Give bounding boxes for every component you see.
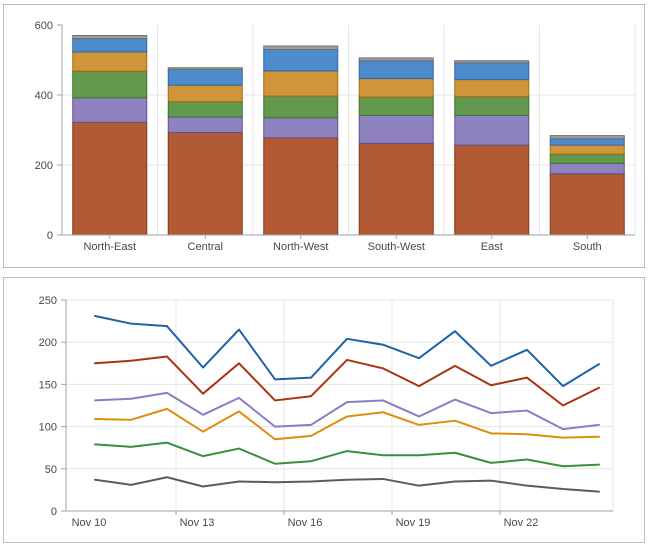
x-tick-label: Nov 10 (72, 517, 107, 529)
y-tick-label: 50 (45, 464, 57, 476)
y-tick-label: 150 (39, 379, 57, 391)
stacked-bar-chart-panel: 0 200 400 600 North-East Central North-West Sou… (3, 4, 645, 268)
y-tick-label: 200 (39, 337, 57, 349)
category-label: South-West (368, 241, 425, 253)
category-label: North-West (273, 241, 328, 253)
bar-segment-green[interactable] (549, 153, 625, 164)
line-chart-panel: 0 50 100 150 200 250 Nov 10 Nov 13 Nov 16 Nov 19 N… (3, 277, 645, 543)
bar-segment-gray[interactable] (454, 60, 530, 64)
bar-segment-purple[interactable] (72, 97, 148, 123)
line-gray[interactable] (94, 476, 600, 493)
y-tick-label: 200 (35, 160, 53, 172)
bar-segment-blue[interactable] (263, 49, 339, 72)
bar-segment-blue[interactable] (358, 60, 434, 80)
bar-segment-gray[interactable] (549, 135, 625, 140)
bar-segment-orange[interactable] (167, 84, 243, 103)
x-tick-label: Nov 22 (504, 517, 539, 529)
category-label: South (573, 241, 602, 253)
y-tick-label: 600 (35, 20, 53, 32)
bar-segment-rust[interactable] (358, 142, 434, 236)
line-orange[interactable] (94, 407, 600, 441)
y-tick-label: 400 (35, 90, 53, 102)
bar-segment-orange[interactable] (454, 79, 530, 98)
stacked-bar-chart: 0 200 400 600 North-East Central North-West Sou… (35, 20, 636, 253)
category-label: East (481, 241, 503, 253)
bar-segment-rust[interactable] (263, 137, 339, 236)
x-tick-label: Nov 13 (180, 517, 215, 529)
bar-segment-gray[interactable] (72, 35, 148, 40)
bar-segment-gray[interactable] (358, 57, 434, 62)
bar-segment-gray[interactable] (263, 45, 339, 50)
line-green[interactable] (94, 441, 600, 468)
bar-segment-gray[interactable] (167, 67, 243, 70)
bar-segment-purple[interactable] (454, 114, 530, 146)
x-tick-label: Nov 19 (396, 517, 431, 529)
bar-segment-rust[interactable] (167, 131, 243, 236)
bar-segment-green[interactable] (358, 96, 434, 116)
line-chart: 0 50 100 150 200 250 Nov 10 Nov 13 Nov 16 Nov 19 N… (39, 295, 614, 529)
bar-segment-blue[interactable] (167, 68, 243, 86)
bar-segment-blue[interactable] (72, 38, 148, 53)
bar-segment-green[interactable] (167, 101, 243, 118)
bar-segment-green[interactable] (454, 96, 530, 116)
y-tick-label: 100 (39, 422, 57, 434)
x-tick-label: Nov 16 (288, 517, 323, 529)
bar-segment-purple[interactable] (263, 117, 339, 139)
bar-segment-green[interactable] (263, 95, 339, 119)
bar-segment-rust[interactable] (549, 173, 625, 236)
bar-segment-rust[interactable] (454, 144, 530, 236)
bar-segment-rust[interactable] (72, 121, 148, 236)
bar-segment-orange[interactable] (72, 51, 148, 72)
category-label: North-East (83, 241, 136, 253)
bar-segment-blue[interactable] (454, 62, 530, 81)
y-tick-label: 0 (51, 506, 57, 518)
category-label: Central (188, 241, 223, 253)
bar-segment-purple[interactable] (549, 162, 625, 175)
bar-segment-green[interactable] (72, 70, 148, 99)
line-blue[interactable] (94, 315, 600, 388)
bar-segment-purple[interactable] (358, 114, 434, 144)
bar-segment-orange[interactable] (358, 78, 434, 98)
bar-segment-purple[interactable] (167, 116, 243, 133)
bar-segment-orange[interactable] (263, 70, 339, 97)
bar-segment-orange[interactable] (549, 144, 625, 155)
line-red[interactable] (94, 355, 600, 407)
y-tick-label: 0 (47, 230, 53, 242)
line-purple[interactable] (94, 391, 600, 431)
y-tick-label: 250 (39, 295, 57, 307)
bar-segment-blue[interactable] (549, 138, 625, 146)
